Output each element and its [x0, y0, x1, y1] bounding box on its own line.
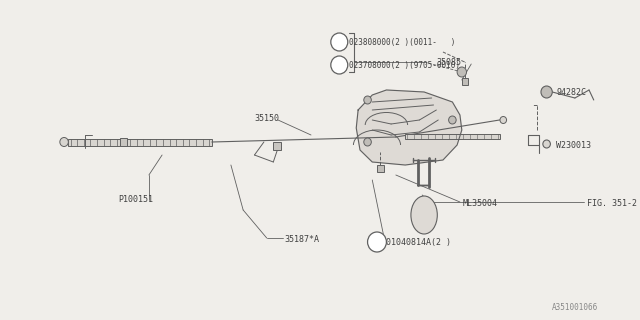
Text: N: N [337, 60, 342, 69]
Bar [377, 165, 383, 172]
Text: 94282C: 94282C [556, 87, 586, 97]
Text: FIG. 351-2: FIG. 351-2 [587, 198, 637, 207]
Text: 023708000(2 )(9705-0010): 023708000(2 )(9705-0010) [349, 60, 460, 69]
Bar [273, 142, 281, 150]
Ellipse shape [411, 196, 437, 234]
Bar [462, 78, 468, 85]
Bar [405, 133, 499, 139]
Circle shape [60, 138, 68, 147]
Polygon shape [356, 90, 462, 165]
Text: B: B [374, 237, 380, 246]
Circle shape [367, 232, 387, 252]
Text: 35085: 35085 [436, 58, 461, 67]
Circle shape [500, 116, 507, 124]
Circle shape [331, 56, 348, 74]
Text: 023808000(2 )(0011-   ): 023808000(2 )(0011- ) [349, 37, 455, 46]
Text: N: N [337, 37, 342, 46]
Circle shape [449, 116, 456, 124]
Text: 35150: 35150 [255, 114, 280, 123]
Text: 35187*A: 35187*A [285, 236, 319, 244]
Bar [68, 139, 212, 146]
Bar [120, 138, 127, 146]
Circle shape [331, 33, 348, 51]
Circle shape [543, 140, 550, 148]
Text: 01040814A(2 ): 01040814A(2 ) [387, 237, 451, 246]
Circle shape [457, 67, 467, 77]
Circle shape [364, 96, 371, 104]
Circle shape [364, 138, 371, 146]
Text: A351001066: A351001066 [552, 303, 598, 312]
Text: ML35004: ML35004 [463, 198, 498, 207]
Text: W230013: W230013 [556, 140, 591, 149]
Circle shape [541, 86, 552, 98]
Text: P100151: P100151 [118, 196, 153, 204]
